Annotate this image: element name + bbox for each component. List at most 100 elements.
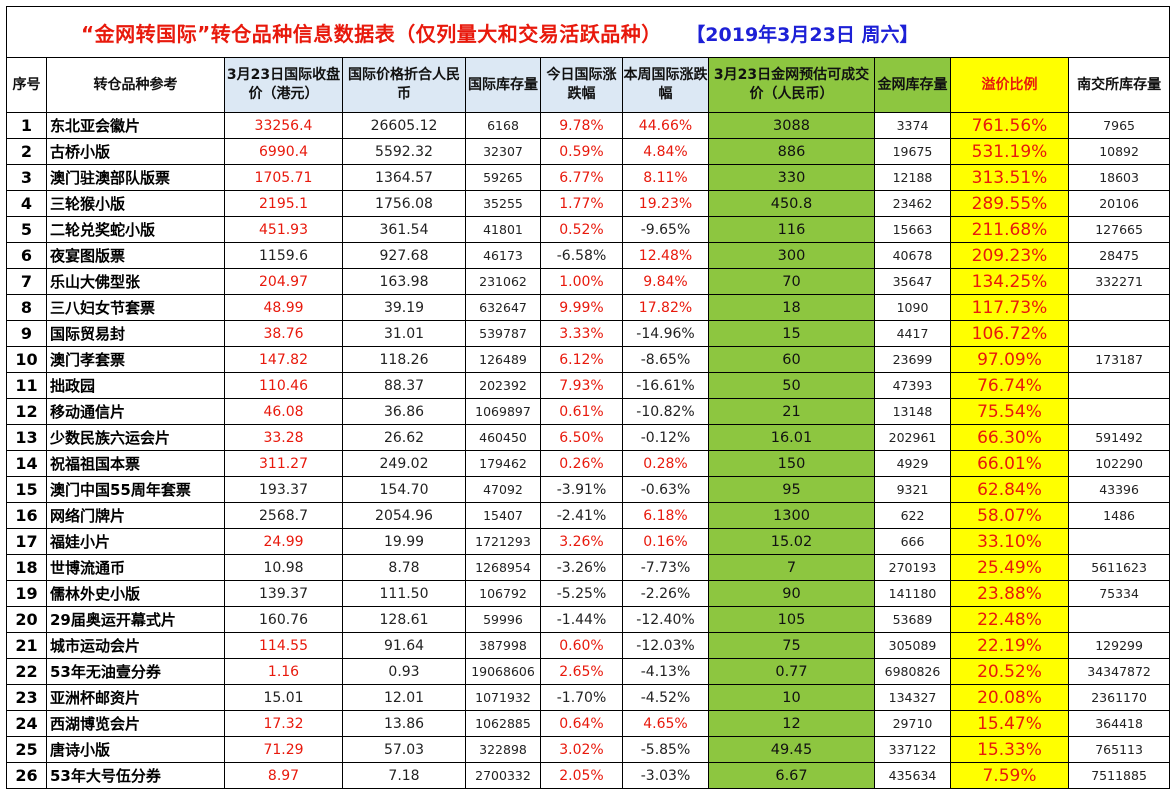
rmb-price-cell: 361.54 (342, 216, 466, 243)
today-change-cell: 3.02% (540, 736, 623, 763)
table-row: 25 唐诗小版 71.29 57.03 322898 3.02% -5.85% 49.45 33… (6, 736, 1171, 763)
jw-stock-cell: 23462 (874, 190, 951, 217)
table-row: 10 澳门孝套票 147.82 118.26 126489 6.12% -8.65% 60 23… (6, 346, 1171, 373)
nj-stock-cell: 75334 (1067, 580, 1171, 607)
today-change-cell: 0.64% (540, 710, 623, 737)
table-row: 15 澳门中国55周年套票 193.37 154.70 47092 -3.91% -0.63… (6, 476, 1171, 503)
item-name-cell: 三八妇女节套票 (46, 294, 225, 321)
premium-cell: 289.55% (950, 190, 1069, 217)
row-index-cell: 16 (6, 502, 47, 529)
row-index-cell: 8 (6, 294, 47, 321)
est-price-cell: 90 (708, 580, 875, 607)
close-price-cell: 1705.71 (224, 164, 343, 191)
week-change-cell: -14.96% (622, 320, 709, 347)
nj-stock-cell: 34347872 (1067, 658, 1171, 685)
nj-stock-cell: 129299 (1067, 632, 1171, 659)
item-name-cell: 三轮猴小版 (46, 190, 225, 217)
close-price-cell: 33.28 (224, 424, 343, 451)
nj-stock-cell: 10892 (1067, 138, 1171, 165)
close-price-cell: 33256.4 (224, 112, 343, 139)
item-name-cell: 少数民族六运会片 (46, 424, 225, 451)
week-change-cell: 0.16% (622, 528, 709, 555)
week-change-cell: -5.85% (622, 736, 709, 763)
close-price-cell: 46.08 (224, 398, 343, 425)
sheet-title: “金网转国际”转仓品种信息数据表（仅列量大和交易活跃品种） (81, 21, 662, 46)
table-row: 4 三轮猴小版 2195.1 1756.08 35255 1.77% 19.23% 450.8… (6, 190, 1171, 217)
today-change-cell: 1.00% (540, 268, 623, 295)
today-change-cell: -5.25% (540, 580, 623, 607)
est-price-cell: 150 (708, 450, 875, 477)
nj-stock-cell: 2361170 (1067, 684, 1171, 711)
intl-stock-cell: 179462 (465, 450, 541, 477)
row-index-cell: 7 (6, 268, 47, 295)
close-price-cell: 147.82 (224, 346, 343, 373)
close-price-cell: 6990.4 (224, 138, 343, 165)
intl-stock-cell: 1268954 (465, 554, 541, 581)
close-price-cell: 71.29 (224, 736, 343, 763)
week-change-cell: -12.03% (622, 632, 709, 659)
item-name-cell: 古桥小版 (46, 138, 225, 165)
close-price-cell: 38.76 (224, 320, 343, 347)
jw-stock-cell: 6980826 (874, 658, 951, 685)
intl-stock-cell: 35255 (465, 190, 541, 217)
header-name: 转仓品种参考 (46, 57, 225, 113)
close-price-cell: 110.46 (224, 372, 343, 399)
est-price-cell: 116 (708, 216, 875, 243)
item-name-cell: 祝福祖国本票 (46, 450, 225, 477)
table-row: 3 澳门驻澳部队版票 1705.71 1364.57 59265 6.77% 8.11% 33… (6, 164, 1171, 191)
nj-stock-cell (1067, 606, 1171, 633)
nj-stock-cell: 43396 (1067, 476, 1171, 503)
table-row: 17 福娃小片 24.99 19.99 1721293 3.26% 0.16% 15.02 66… (6, 528, 1171, 555)
jw-stock-cell: 666 (874, 528, 951, 555)
week-change-cell: -0.12% (622, 424, 709, 451)
rmb-price-cell: 927.68 (342, 242, 466, 269)
item-name-cell: 唐诗小版 (46, 736, 225, 763)
header-close-hkd: 3月23日国际收盘价（港元） (224, 57, 343, 113)
jw-stock-cell: 1090 (874, 294, 951, 321)
jw-stock-cell: 47393 (874, 372, 951, 399)
item-name-cell: 二轮兑奖蛇小版 (46, 216, 225, 243)
intl-stock-cell: 41801 (465, 216, 541, 243)
nj-stock-cell: 7511885 (1067, 762, 1171, 789)
rmb-price-cell: 7.18 (342, 762, 466, 789)
est-price-cell: 1300 (708, 502, 875, 529)
est-price-cell: 95 (708, 476, 875, 503)
item-name-cell: 乐山大佛型张 (46, 268, 225, 295)
rmb-price-cell: 1756.08 (342, 190, 466, 217)
item-name-cell: 儒林外史小版 (46, 580, 225, 607)
rmb-price-cell: 128.61 (342, 606, 466, 633)
intl-stock-cell: 32307 (465, 138, 541, 165)
today-change-cell: 2.65% (540, 658, 623, 685)
jw-stock-cell: 53689 (874, 606, 951, 633)
jw-stock-cell: 15663 (874, 216, 951, 243)
week-change-cell: 6.18% (622, 502, 709, 529)
premium-cell: 134.25% (950, 268, 1069, 295)
close-price-cell: 10.98 (224, 554, 343, 581)
table-row: 1 东北亚会徽片 33256.4 26605.12 6168 9.78% 44.66% 308… (6, 112, 1171, 139)
close-price-cell: 451.93 (224, 216, 343, 243)
premium-cell: 97.09% (950, 346, 1069, 373)
item-name-cell: 夜宴图版票 (46, 242, 225, 269)
today-change-cell: 3.33% (540, 320, 623, 347)
premium-cell: 33.10% (950, 528, 1069, 555)
intl-stock-cell: 322898 (465, 736, 541, 763)
week-change-cell: 12.48% (622, 242, 709, 269)
table-row: 12 移动通信片 46.08 36.86 1069897 0.61% -10.82% 21 13… (6, 398, 1171, 425)
nj-stock-cell: 7965 (1067, 112, 1171, 139)
rmb-price-cell: 5592.32 (342, 138, 466, 165)
jw-stock-cell: 4929 (874, 450, 951, 477)
rmb-price-cell: 88.37 (342, 372, 466, 399)
week-change-cell: -4.52% (622, 684, 709, 711)
header-intl-stock: 国际库存量 (465, 57, 541, 113)
today-change-cell: -1.70% (540, 684, 623, 711)
intl-stock-cell: 15407 (465, 502, 541, 529)
rmb-price-cell: 118.26 (342, 346, 466, 373)
item-name-cell: 西湖博览会片 (46, 710, 225, 737)
est-price-cell: 6.67 (708, 762, 875, 789)
premium-cell: 62.84% (950, 476, 1069, 503)
today-change-cell: 7.93% (540, 372, 623, 399)
nj-stock-cell: 591492 (1067, 424, 1171, 451)
rmb-price-cell: 36.86 (342, 398, 466, 425)
table-body: 1 东北亚会徽片 33256.4 26605.12 6168 9.78% 44.66% 308… (6, 112, 1171, 789)
jw-stock-cell: 13148 (874, 398, 951, 425)
